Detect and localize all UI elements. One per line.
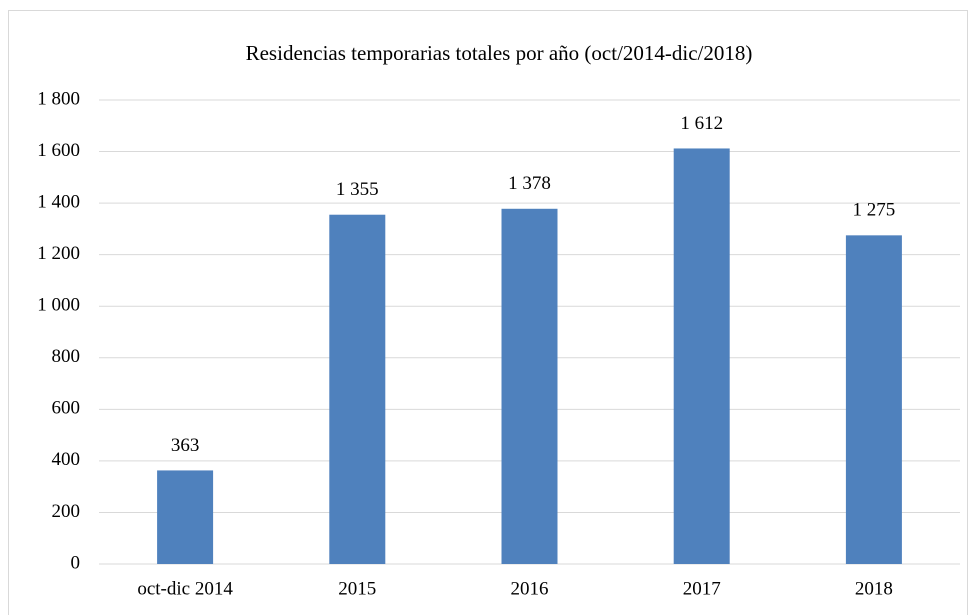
y-tick-label: 1 600	[37, 140, 80, 161]
bar	[501, 208, 558, 564]
bar	[329, 214, 386, 564]
y-tick-label: 0	[71, 552, 81, 573]
y-tick-label: 600	[52, 398, 81, 419]
bar	[673, 148, 730, 564]
x-tick-label: 2018	[855, 578, 893, 599]
data-label: 1 355	[336, 179, 379, 200]
y-tick-label: 200	[52, 501, 81, 522]
data-label: 1 378	[508, 173, 551, 194]
y-tick-label: 800	[52, 346, 81, 367]
y-tick-label: 400	[52, 449, 81, 470]
y-tick-label: 1 000	[37, 295, 80, 316]
data-label: 363	[171, 435, 200, 456]
bar	[845, 235, 902, 565]
x-tick-label: 2015	[338, 578, 376, 599]
x-tick-label: 2017	[683, 578, 721, 599]
data-label: 1 612	[680, 113, 723, 134]
x-tick-label: 2016	[511, 578, 549, 599]
chart-title: Residencias temporarias totales por año …	[246, 41, 753, 65]
x-tick-label: oct-dic 2014	[137, 578, 233, 599]
y-tick-label: 1 200	[37, 243, 80, 264]
chart-border	[8, 10, 968, 615]
data-label: 1 275	[853, 200, 896, 221]
bar	[157, 470, 214, 564]
y-tick-label: 1 800	[37, 88, 80, 109]
y-tick-label: 1 400	[37, 191, 80, 212]
